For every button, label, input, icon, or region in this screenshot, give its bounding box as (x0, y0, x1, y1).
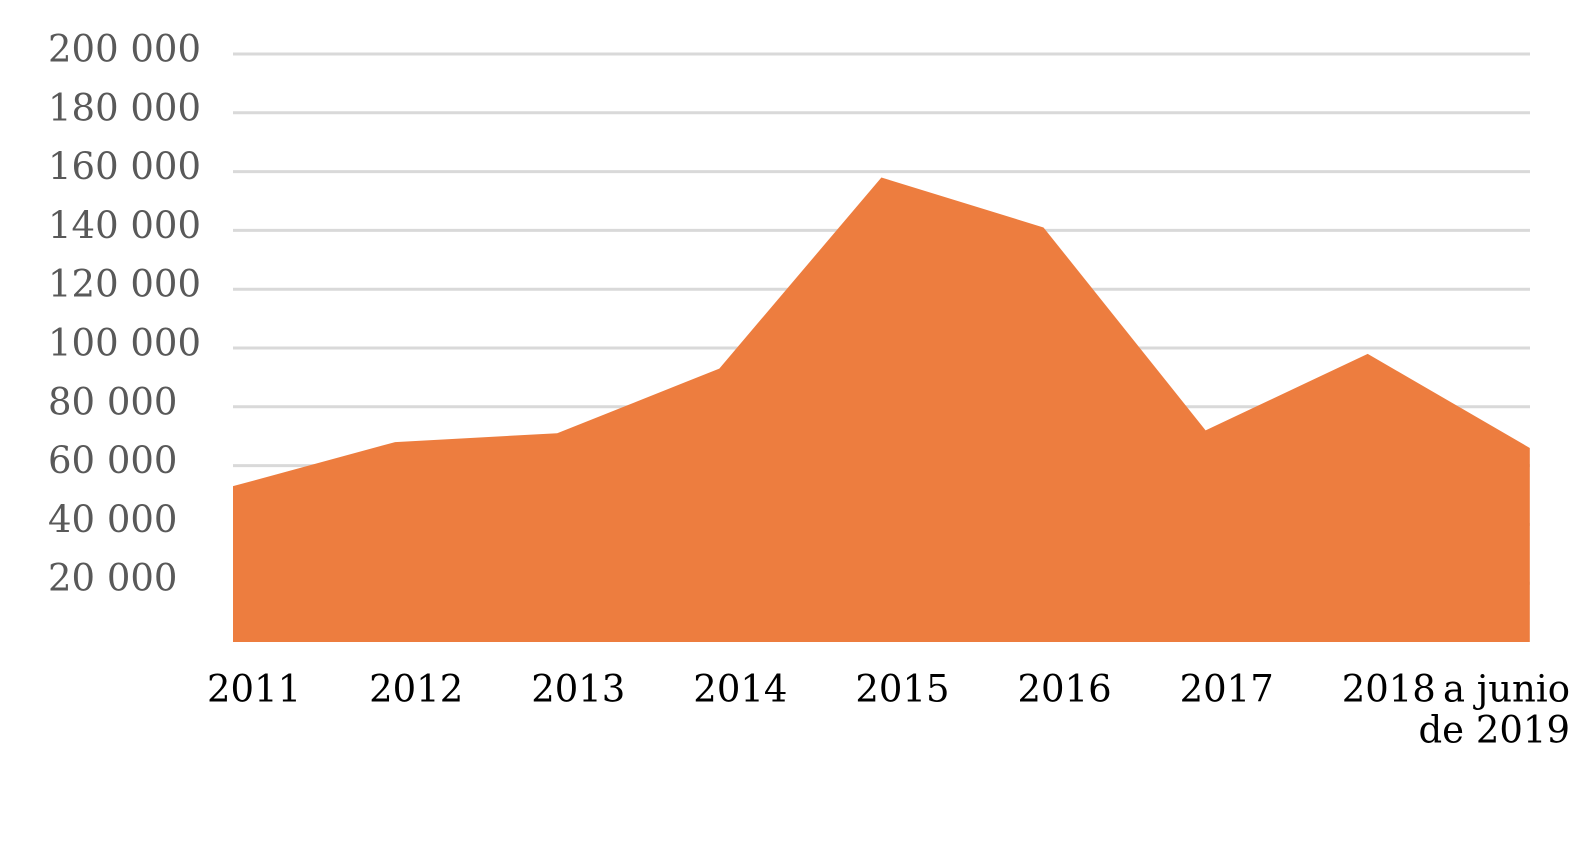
x-tick-label: a junio (1443, 668, 1570, 711)
y-axis-tick-labels: 20 000 40 000 60 000 80 000 100 000 120 000 14… (48, 28, 201, 600)
y-tick-label: 120 000 (48, 263, 201, 306)
y-tick-label: 180 000 (48, 86, 201, 129)
y-tick-label: 80 000 (48, 380, 177, 423)
x-tick-label: 2015 (855, 668, 949, 711)
y-tick-label: 20 000 (48, 557, 177, 600)
x-tick-label: 2018 (1342, 668, 1436, 711)
plot-area (233, 177, 1530, 643)
x-axis-tick-labels: 2011 2012 2013 2014 2015 2016 2017 2018 a juniod… (207, 668, 1570, 752)
y-tick-label: 140 000 (48, 204, 201, 247)
x-tick-label: 2016 (1018, 668, 1112, 711)
x-tick-label: 2017 (1180, 668, 1274, 711)
y-tick-label: 60 000 (48, 439, 177, 482)
y-tick-label: 40 000 (48, 498, 177, 541)
x-tick-label: 2013 (531, 668, 625, 711)
x-tick-label: de 2019 (1418, 709, 1570, 752)
area-series (233, 177, 1530, 643)
x-tick-label: 2011 (207, 668, 301, 711)
y-tick-label: 100 000 (48, 322, 201, 365)
x-tick-label: 2012 (369, 668, 463, 711)
y-tick-label: 200 000 (48, 28, 201, 71)
y-tick-label: 160 000 (48, 145, 201, 188)
x-tick-label: 2014 (693, 668, 787, 711)
